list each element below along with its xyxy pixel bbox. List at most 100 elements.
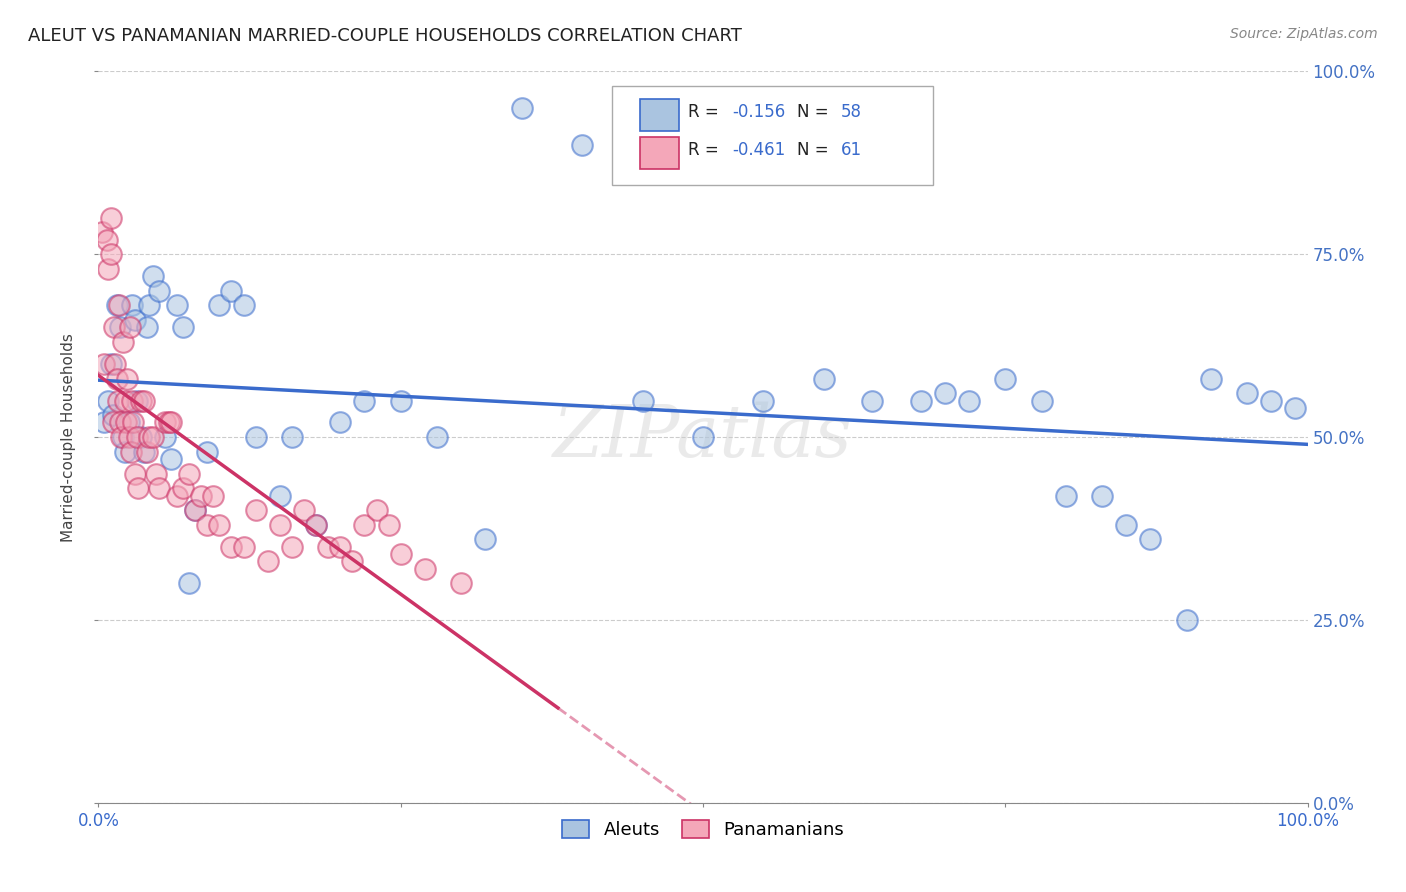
Point (124, 313, 146, 327)
Point (692, 430, 714, 444)
Point (1139, 533, 1161, 547)
Point (184, 503, 207, 517)
Point (1284, 401, 1306, 415)
Point (450, 576, 472, 591)
Point (114, 444, 136, 458)
Point (142, 430, 165, 444)
Point (166, 298, 188, 312)
Point (813, 371, 835, 385)
Point (129, 393, 152, 408)
Point (426, 430, 449, 444)
Text: ALEUT VS PANAMANIAN MARRIED-COUPLE HOUSEHOLDS CORRELATION CHART: ALEUT VS PANAMANIAN MARRIED-COUPLE HOUSE… (28, 27, 742, 45)
Point (172, 481, 194, 495)
Point (245, 503, 267, 517)
Point (105, 298, 128, 312)
Point (1091, 489, 1114, 503)
Point (202, 489, 225, 503)
Point (96, 233, 118, 247)
Point (157, 416, 180, 430)
Point (389, 547, 412, 561)
Point (121, 393, 143, 408)
Point (1031, 393, 1053, 408)
Point (97, 261, 120, 276)
Point (571, 137, 593, 152)
Point (153, 430, 176, 444)
Point (153, 416, 176, 430)
Point (114, 393, 136, 408)
Point (103, 320, 125, 334)
Point (957, 393, 980, 408)
Text: R =: R = (689, 103, 724, 121)
Point (474, 533, 496, 547)
Point (413, 562, 436, 576)
Point (127, 481, 149, 495)
Point (179, 467, 201, 481)
Point (105, 371, 128, 385)
Point (145, 467, 167, 481)
Point (208, 298, 231, 312)
Point (1054, 489, 1077, 503)
Y-axis label: Married-couple Households: Married-couple Households (60, 333, 76, 541)
Point (195, 444, 218, 458)
Point (269, 489, 291, 503)
Point (208, 517, 231, 532)
Point (342, 554, 364, 568)
Text: N =: N = (797, 103, 834, 121)
Point (100, 357, 122, 371)
Point (366, 503, 388, 517)
Point (329, 540, 352, 554)
Point (118, 430, 141, 444)
Point (195, 517, 218, 532)
Point (994, 371, 1017, 385)
Point (232, 298, 254, 312)
Text: R =: R = (689, 141, 724, 160)
Point (115, 416, 138, 430)
Point (101, 416, 124, 430)
Point (1199, 371, 1222, 385)
Point (1236, 386, 1258, 401)
Text: Source: ZipAtlas.com: Source: ZipAtlas.com (1230, 27, 1378, 41)
FancyBboxPatch shape (640, 99, 679, 131)
Point (121, 298, 143, 312)
Point (631, 393, 654, 408)
Point (281, 430, 304, 444)
Point (108, 416, 131, 430)
Text: ZIPatlas: ZIPatlas (553, 401, 853, 473)
Point (111, 334, 134, 349)
Point (1115, 517, 1137, 532)
Point (148, 481, 170, 495)
Point (184, 503, 207, 517)
Point (108, 298, 131, 312)
Point (124, 467, 146, 481)
Point (142, 269, 165, 284)
Point (190, 489, 212, 503)
FancyBboxPatch shape (640, 137, 679, 169)
Point (329, 416, 352, 430)
Point (305, 517, 328, 532)
Text: -0.461: -0.461 (733, 141, 786, 160)
Point (934, 386, 956, 401)
Point (316, 540, 339, 554)
Point (860, 393, 883, 408)
Point (353, 393, 375, 408)
Point (221, 540, 243, 554)
Point (281, 540, 304, 554)
Point (269, 517, 291, 532)
Point (111, 430, 134, 444)
Point (129, 430, 152, 444)
Point (232, 540, 254, 554)
Point (118, 320, 141, 334)
Text: 61: 61 (841, 141, 862, 160)
Text: 58: 58 (841, 103, 862, 121)
Point (1175, 613, 1198, 627)
Point (245, 430, 267, 444)
Point (118, 416, 141, 430)
Point (107, 393, 129, 408)
FancyBboxPatch shape (613, 86, 932, 185)
Point (148, 284, 170, 298)
Point (166, 489, 188, 503)
Point (752, 393, 775, 408)
Point (389, 393, 412, 408)
Point (305, 517, 328, 532)
Point (135, 444, 157, 458)
